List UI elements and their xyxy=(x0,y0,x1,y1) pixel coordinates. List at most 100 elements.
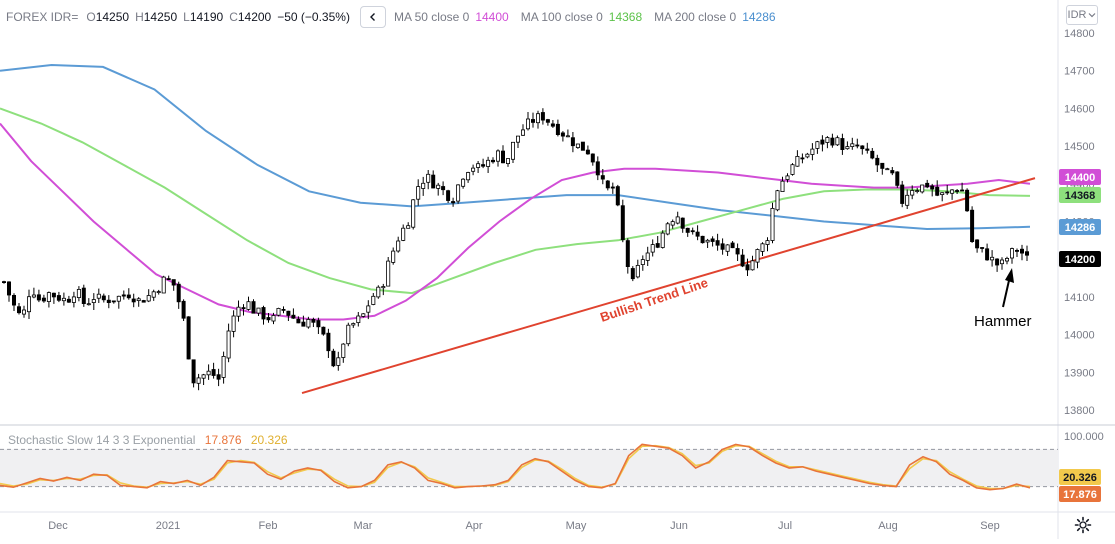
candle-up xyxy=(885,168,890,171)
candle-down xyxy=(66,298,71,303)
candle-up xyxy=(510,141,515,160)
candle-down xyxy=(550,123,555,127)
candle-up xyxy=(356,315,361,323)
candle-down xyxy=(56,295,61,301)
candle-down xyxy=(895,171,900,186)
time-tick-label: Aug xyxy=(878,520,898,532)
candle-down xyxy=(590,153,595,163)
symbol-label[interactable]: FOREX IDR= xyxy=(6,10,79,24)
candle-down xyxy=(955,190,960,192)
time-tick-label: Feb xyxy=(259,520,278,532)
oscillator-top-tick: 100.000 xyxy=(1064,431,1104,443)
candle-down xyxy=(296,318,301,324)
ma50-label[interactable]: MA 50 close 0 xyxy=(393,10,470,24)
candle-down xyxy=(106,299,111,304)
candle-up xyxy=(381,286,386,289)
candle-down xyxy=(281,308,286,311)
candle-down xyxy=(800,157,805,160)
oscillator-band: 100.000 xyxy=(0,431,1104,488)
candle-up xyxy=(76,288,81,298)
candle-down xyxy=(251,301,256,314)
candle-up xyxy=(725,244,730,252)
stochastic-series xyxy=(0,443,1031,491)
time-tick-label: May xyxy=(566,520,587,532)
stochastic-label[interactable]: Stochastic Slow 14 3 3 Exponential xyxy=(8,433,196,447)
candle-down xyxy=(481,164,486,167)
candle-down xyxy=(735,248,740,255)
candle-up xyxy=(815,141,820,149)
collapse-legend-button[interactable] xyxy=(359,6,386,28)
candle-down xyxy=(126,294,131,299)
candle-down xyxy=(930,185,935,190)
candle-up xyxy=(845,146,850,150)
ma200-value: 14286 xyxy=(742,10,776,24)
ma100-label[interactable]: MA 100 close 0 xyxy=(520,10,603,24)
candle-down xyxy=(7,281,12,296)
ma200-label[interactable]: MA 200 close 0 xyxy=(654,10,737,24)
candle-up xyxy=(785,175,790,180)
candle-up xyxy=(71,296,76,303)
price-badge xyxy=(1059,169,1101,185)
candle-down xyxy=(2,281,7,284)
time-tick-label: Sep xyxy=(980,520,1000,532)
candle-up xyxy=(366,305,371,313)
candle-down xyxy=(181,300,186,319)
candle-down xyxy=(555,123,560,136)
change-value: −50 (−0.35%) xyxy=(277,10,350,24)
candle-up xyxy=(1005,257,1010,262)
candle-series xyxy=(2,108,1030,391)
settings-gear-icon[interactable] xyxy=(1074,516,1092,534)
close-label: C xyxy=(229,10,238,24)
candle-up xyxy=(391,250,396,263)
chevron-down-icon xyxy=(1089,13,1096,18)
candle-down xyxy=(880,162,885,169)
time-tick-label: Dec xyxy=(48,520,68,532)
candle-down xyxy=(490,159,495,163)
stoch-k-line xyxy=(0,443,1031,491)
price-tick-label: 14000 xyxy=(1064,330,1095,342)
candle-down xyxy=(995,258,1000,266)
candle-down xyxy=(720,243,725,250)
candle-up xyxy=(905,194,910,206)
candle-down xyxy=(121,294,126,297)
candle-down xyxy=(865,148,870,151)
time-axis: Dec 2021 Feb Mar Apr May Jun Jul Aug Sep xyxy=(48,520,1000,532)
candle-up xyxy=(396,240,401,252)
candle-up xyxy=(371,295,376,305)
ma100-value: 14368 xyxy=(608,10,643,24)
candle-up xyxy=(486,159,491,167)
candle-down xyxy=(840,138,845,151)
candle-down xyxy=(745,264,750,271)
candle-up xyxy=(505,158,510,165)
candle-up xyxy=(660,232,665,248)
candle-up xyxy=(151,291,156,298)
candle-up xyxy=(521,129,526,136)
candle-up xyxy=(825,137,830,143)
candle-up xyxy=(471,167,476,172)
candle-up xyxy=(780,180,785,192)
time-tick-label: Jul xyxy=(778,520,792,532)
candle-up xyxy=(640,259,645,266)
candle-down xyxy=(441,186,446,191)
ma50-value: 14400 xyxy=(475,10,509,24)
currency-button[interactable]: IDR xyxy=(1066,5,1098,25)
candle-down xyxy=(16,306,21,314)
candle-down xyxy=(261,307,266,320)
candle-up xyxy=(850,143,855,148)
candle-down xyxy=(446,190,451,201)
candle-down xyxy=(331,350,336,367)
time-tick-label: Apr xyxy=(465,520,482,532)
candle-up xyxy=(196,377,201,384)
candle-up xyxy=(910,190,915,196)
candle-down xyxy=(625,240,630,268)
candle-up xyxy=(536,113,541,124)
candle-down xyxy=(291,314,296,319)
chevron-left-icon xyxy=(369,13,375,21)
candle-down xyxy=(545,119,550,123)
candle-down xyxy=(685,227,690,233)
candle-up xyxy=(46,292,51,303)
candle-up xyxy=(466,172,471,181)
candle-up xyxy=(411,199,416,228)
candle-down xyxy=(241,307,246,310)
